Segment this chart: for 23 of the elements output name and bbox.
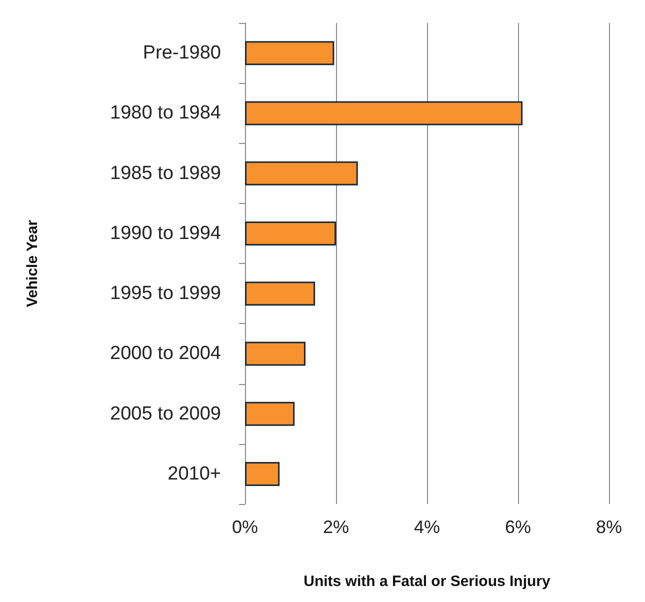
bar	[245, 101, 523, 126]
bar	[245, 41, 334, 66]
bar	[245, 221, 336, 246]
y-tick-label: 2005 to 2009	[110, 403, 221, 424]
x-tick-label: 6%	[504, 517, 532, 537]
x-tick-label: 4%	[414, 517, 440, 537]
bar	[245, 282, 316, 306]
y-tick-label: Pre-1980	[142, 42, 221, 64]
y-tick-label: 1995 to 1999	[110, 283, 221, 304]
x-axis-title: Units with a Fatal or Serious Injury	[304, 573, 552, 590]
bar	[245, 402, 295, 426]
y-axis-title: Vehicle Year	[24, 220, 41, 308]
x-tick-label: 2%	[322, 517, 350, 537]
y-tick-label: 2000 to 2004	[110, 343, 222, 364]
y-tick-label: 1985 to 1989	[110, 162, 221, 184]
bar	[245, 342, 306, 366]
y-tick-label: 1980 to 1984	[110, 102, 222, 124]
x-tick-label: 0%	[232, 517, 258, 537]
bar	[245, 161, 358, 186]
bar	[245, 462, 280, 486]
y-tick-label: 2010+	[168, 463, 221, 484]
y-tick-label: 1990 to 1994	[110, 222, 222, 244]
x-tick-label: 8%	[596, 517, 622, 537]
